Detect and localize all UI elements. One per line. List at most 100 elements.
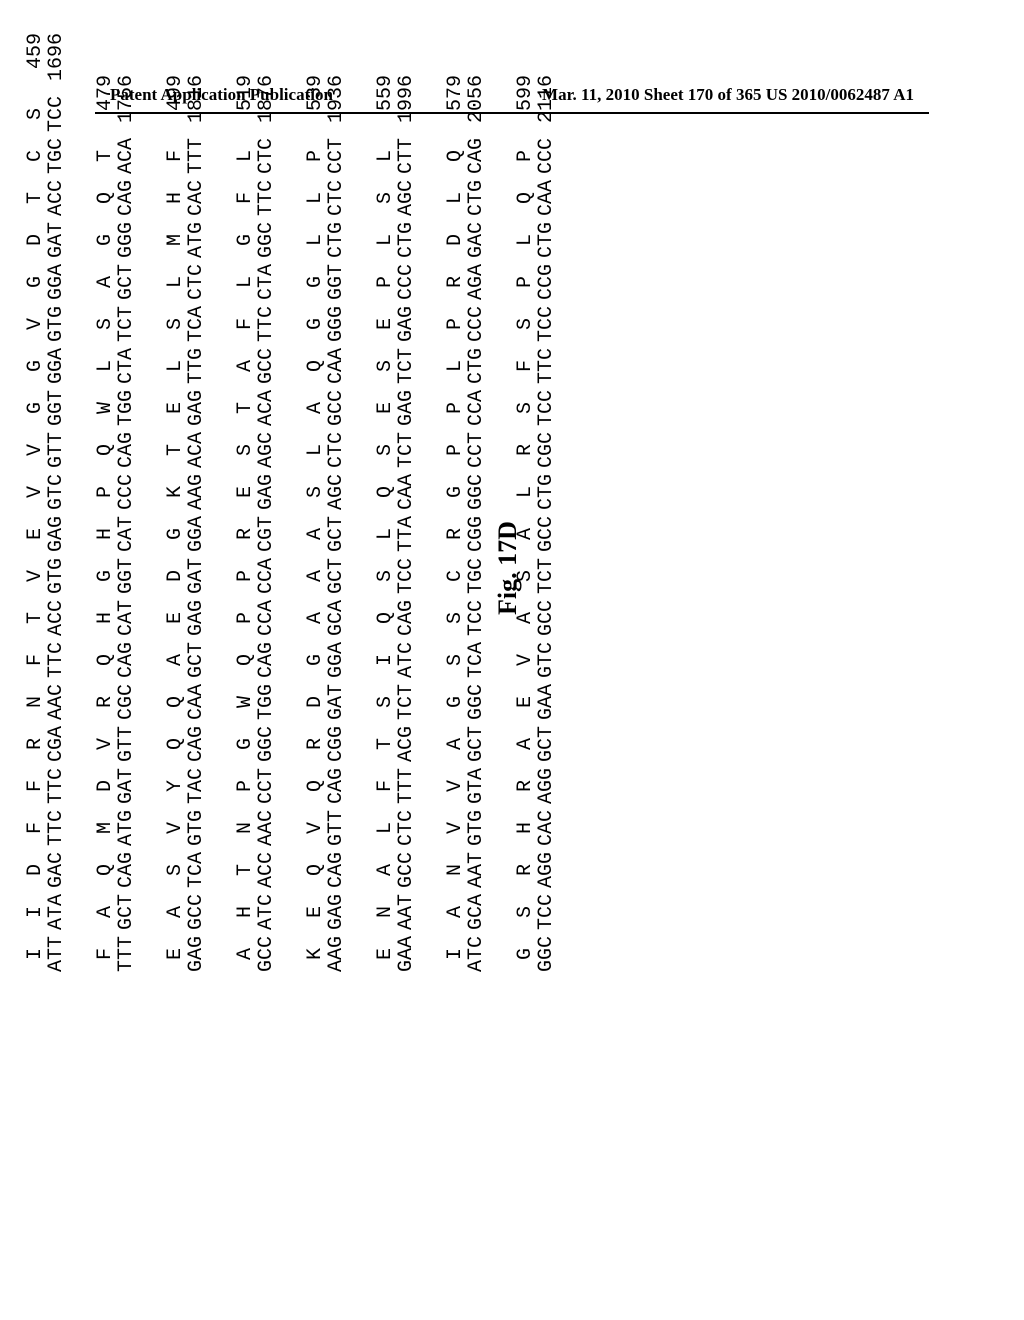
codon-cell: AAT xyxy=(396,891,417,933)
codon-cell: CGG xyxy=(466,513,487,555)
amino-acid-cell: S xyxy=(375,429,396,471)
codon-cell: CCA xyxy=(256,555,277,597)
amino-acid-cell: T xyxy=(95,135,116,177)
amino-acid-cell: T xyxy=(25,597,46,639)
codon-cell: GGG xyxy=(116,219,137,261)
codon-cell: CTG xyxy=(466,177,487,219)
amino-acid-cell: F xyxy=(95,933,116,975)
amino-acid-cell: N xyxy=(235,807,256,849)
codon-cell: CAG xyxy=(326,849,347,891)
codon-cell: GTT xyxy=(116,723,137,765)
amino-acid-cell: T xyxy=(235,387,256,429)
codon-cell: AGG xyxy=(536,765,557,807)
codon-cell: GGA xyxy=(186,513,207,555)
codon-cell: CAC xyxy=(186,177,207,219)
amino-acid-cell: T xyxy=(165,429,186,471)
codon-cell: GTG xyxy=(46,303,67,345)
codon-cell: GTG xyxy=(186,807,207,849)
codon-cell: GTT xyxy=(46,429,67,471)
amino-acid-cell: A xyxy=(235,933,256,975)
amino-acid-cell: V xyxy=(515,639,536,681)
codon-cell: TCC xyxy=(396,555,417,597)
codon-cell: AGA xyxy=(466,261,487,303)
amino-acid-cell: A xyxy=(235,345,256,387)
amino-acid-cell: I xyxy=(25,891,46,933)
codon-cell: GCT xyxy=(326,555,347,597)
codon-cell: CCT xyxy=(326,135,347,177)
amino-acid-cell: P xyxy=(235,555,256,597)
header-rule xyxy=(95,112,929,114)
amino-acid-cell: K xyxy=(305,933,326,975)
codon-cell: GAC xyxy=(466,219,487,261)
codon-cell: ATC xyxy=(396,639,417,681)
amino-acid-cell: F xyxy=(375,765,396,807)
amino-acid-cell: M xyxy=(165,219,186,261)
codon-cell: CTG xyxy=(396,219,417,261)
amino-acid-cell: G xyxy=(95,219,116,261)
codon-cell: GAG xyxy=(186,933,207,975)
amino-acid-cell: A xyxy=(95,261,116,303)
amino-acid-cell: P xyxy=(445,429,466,471)
amino-acid-cell: L xyxy=(375,513,396,555)
codon-cell: CTG xyxy=(536,219,557,261)
codon-cell: CAA xyxy=(396,471,417,513)
codon-cell: GAC xyxy=(46,849,67,891)
amino-acid-cell: I xyxy=(445,933,466,975)
nt-position: 1756 xyxy=(116,75,137,135)
amino-acid-cell: S xyxy=(515,891,536,933)
amino-acid-cell: L xyxy=(165,261,186,303)
amino-acid-cell: L xyxy=(235,135,256,177)
codon-cell: TTA xyxy=(396,513,417,555)
codon-cell: CAG xyxy=(116,429,137,471)
amino-acid-cell: A xyxy=(305,555,326,597)
amino-acid-cell: F xyxy=(25,765,46,807)
amino-acid-cell: E xyxy=(375,303,396,345)
codon-cell: CCC xyxy=(396,261,417,303)
aa-position: 499 xyxy=(165,75,186,135)
codon-cell: AAG xyxy=(186,471,207,513)
codon-cell: TGC xyxy=(466,555,487,597)
amino-acid-cell: V xyxy=(445,807,466,849)
amino-acid-cell: G xyxy=(445,471,466,513)
amino-acid-cell: Q xyxy=(305,849,326,891)
amino-acid-cell: A xyxy=(445,891,466,933)
amino-acid-cell: P xyxy=(515,261,536,303)
codon-cell: TTT xyxy=(186,135,207,177)
codon-cell: TGG xyxy=(256,681,277,723)
amino-acid-cell: D xyxy=(95,765,116,807)
amino-acid-cell: E xyxy=(375,933,396,975)
codon-cell: CTG xyxy=(466,345,487,387)
aa-position: 539 xyxy=(305,75,326,135)
codon-cell: CCG xyxy=(536,261,557,303)
codon-cell: GCA xyxy=(466,891,487,933)
codon-cell: CAA xyxy=(536,177,557,219)
amino-acid-cell: L xyxy=(445,177,466,219)
codon-cell: CTC xyxy=(396,807,417,849)
codon-cell: CAT xyxy=(116,513,137,555)
codon-cell: CAC xyxy=(536,807,557,849)
codon-cell: GGC xyxy=(256,723,277,765)
amino-acid-cell: A xyxy=(305,387,326,429)
amino-acid-cell: L xyxy=(515,219,536,261)
amino-acid-cell: G xyxy=(305,303,326,345)
amino-acid-cell: G xyxy=(95,555,116,597)
codon-cell: GCC xyxy=(536,513,557,555)
amino-acid-cell: G xyxy=(25,387,46,429)
codon-cell: TCA xyxy=(186,303,207,345)
codon-cell: GTT xyxy=(326,807,347,849)
amino-acid-cell: W xyxy=(235,681,256,723)
codon-cell: GTA xyxy=(466,765,487,807)
codon-cell: GGT xyxy=(326,261,347,303)
codon-cell: ACC xyxy=(46,597,67,639)
amino-acid-cell: W xyxy=(95,387,116,429)
codon-cell: CGT xyxy=(256,513,277,555)
amino-acid-cell: Q xyxy=(375,471,396,513)
codon-cell: ATG xyxy=(186,219,207,261)
amino-acid-cell: P xyxy=(235,765,256,807)
amino-acid-cell: L xyxy=(375,135,396,177)
amino-acid-cell: Q xyxy=(305,765,326,807)
aa-position: 559 xyxy=(375,75,396,135)
codon-cell: GTG xyxy=(46,555,67,597)
amino-acid-cell: V xyxy=(165,807,186,849)
codon-cell: ACG xyxy=(396,723,417,765)
